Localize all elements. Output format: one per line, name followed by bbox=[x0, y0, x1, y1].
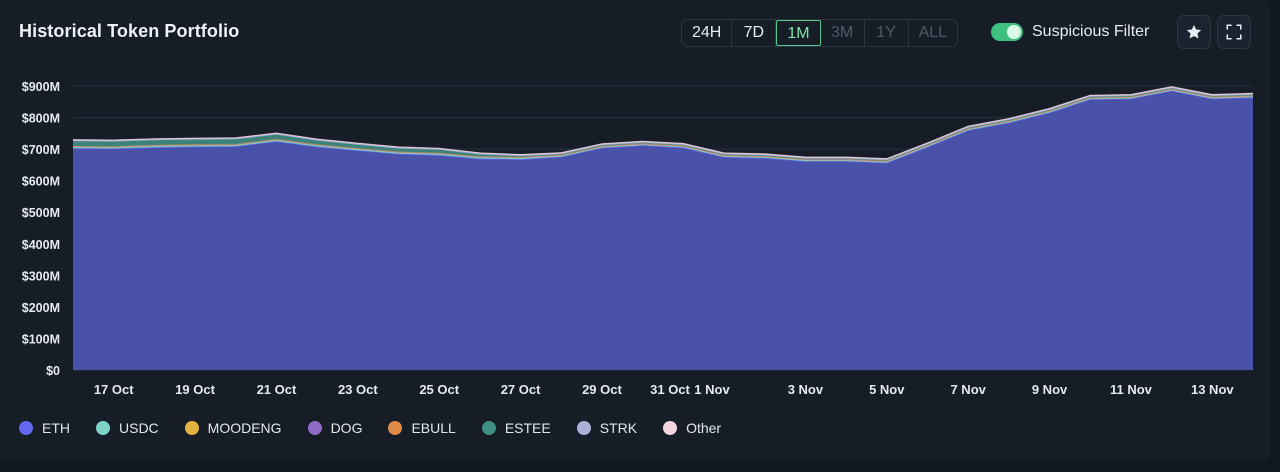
series-line-other bbox=[72, 86, 1254, 160]
legend-swatch bbox=[576, 421, 591, 435]
y-tick-label: $100M bbox=[22, 332, 60, 346]
x-tick-label: 21 Oct bbox=[257, 382, 297, 397]
y-axis: $0 $100M $200M $300M $400M $500M $600M $700M $80… bbox=[22, 80, 60, 378]
range-1y-button[interactable]: 1Y bbox=[865, 20, 909, 46]
x-tick-label: 25 Oct bbox=[419, 382, 459, 397]
expand-icon bbox=[1226, 24, 1242, 40]
legend-label: STRK bbox=[599, 420, 638, 436]
range-7d-button[interactable]: 7D bbox=[732, 20, 777, 46]
legend-item-usdc[interactable]: USDC bbox=[96, 420, 159, 436]
x-tick-label: 7 Nov bbox=[950, 382, 986, 397]
chart-title: Historical Token Portfolio bbox=[19, 21, 240, 41]
legend-item-ebull[interactable]: EBULL bbox=[388, 420, 456, 436]
legend-item-strk[interactable]: STRK bbox=[576, 420, 638, 436]
range-all-button[interactable]: ALL bbox=[918, 24, 948, 41]
legend-label: MOODENG bbox=[207, 420, 282, 436]
x-tick-label: 11 Nov bbox=[1110, 382, 1153, 397]
chart-areas bbox=[72, 86, 1254, 370]
y-tick-label: $0 bbox=[46, 364, 60, 378]
suspicious-filter-toggle[interactable] bbox=[991, 23, 1023, 41]
legend-swatch bbox=[388, 421, 403, 435]
x-tick-label: 13 Nov bbox=[1191, 382, 1234, 397]
legend-item-eth[interactable]: ETH bbox=[19, 420, 70, 436]
x-tick-label: 27 Oct bbox=[501, 382, 541, 397]
toggle-knob bbox=[1007, 25, 1021, 39]
time-range-selector: 24H 7D 1M 3M 1Y ALL bbox=[681, 19, 959, 47]
legend-label: ESTEE bbox=[504, 420, 551, 436]
range-1m-button[interactable]: 1M bbox=[776, 20, 821, 46]
legend-swatch bbox=[19, 421, 33, 435]
portfolio-chart: $0 $100M $200M $300M $400M $500M $600M $700M $80… bbox=[22, 80, 1254, 397]
x-tick-label: 5 Nov bbox=[869, 382, 905, 397]
legend-swatch bbox=[481, 421, 496, 435]
legend-swatch bbox=[96, 421, 110, 435]
x-tick-label: 23 Oct bbox=[338, 382, 378, 397]
legend-swatch bbox=[184, 421, 199, 435]
legend-swatch bbox=[663, 421, 678, 435]
y-tick-label: $200M bbox=[22, 301, 60, 315]
legend-item-dog[interactable]: DOG bbox=[307, 420, 363, 436]
chart-legend: ETH USDC MOODENG DOG EBULL ESTEE STRK Other bbox=[19, 420, 747, 436]
x-tick-label: 1 Nov bbox=[694, 382, 730, 397]
legend-item-moodeng[interactable]: MOODENG bbox=[184, 420, 282, 436]
legend-label: EBULL bbox=[411, 420, 456, 436]
x-tick-label: 19 Oct bbox=[175, 382, 215, 397]
y-tick-label: $700M bbox=[22, 143, 60, 157]
fullscreen-button[interactable] bbox=[1217, 15, 1251, 49]
legend-label: ETH bbox=[42, 420, 70, 436]
range-3m-button[interactable]: 3M bbox=[821, 20, 865, 46]
x-tick-label: 29 Oct bbox=[582, 382, 622, 397]
suspicious-filter-label: Suspicious Filter bbox=[1032, 23, 1150, 40]
y-tick-label: $400M bbox=[22, 238, 60, 252]
y-tick-label: $600M bbox=[22, 175, 60, 189]
y-tick-label: $500M bbox=[22, 206, 60, 220]
star-icon bbox=[1186, 24, 1202, 39]
legend-swatch bbox=[307, 421, 322, 435]
x-tick-label: 9 Nov bbox=[1032, 382, 1068, 397]
legend-item-other[interactable]: Other bbox=[663, 420, 721, 436]
x-tick-label: 3 Nov bbox=[788, 382, 824, 397]
legend-label: Other bbox=[686, 420, 722, 436]
x-tick-label: 17 Oct bbox=[94, 382, 134, 397]
legend-item-estee[interactable]: ESTEE bbox=[481, 420, 551, 436]
y-tick-label: $300M bbox=[22, 269, 60, 283]
y-tick-label: $900M bbox=[22, 80, 60, 94]
legend-label: DOG bbox=[330, 420, 363, 436]
series-area-eth bbox=[73, 90, 1253, 370]
y-tick-label: $800M bbox=[22, 112, 60, 126]
favorite-button[interactable] bbox=[1177, 15, 1211, 49]
legend-label: USDC bbox=[119, 420, 159, 436]
range-24h-button[interactable]: 24H bbox=[682, 20, 733, 46]
x-axis: 17 Oct 19 Oct 21 Oct 23 Oct 25 Oct 27 Oct 29 O… bbox=[94, 382, 1235, 397]
x-tick-label: 31 Oct bbox=[650, 382, 690, 397]
